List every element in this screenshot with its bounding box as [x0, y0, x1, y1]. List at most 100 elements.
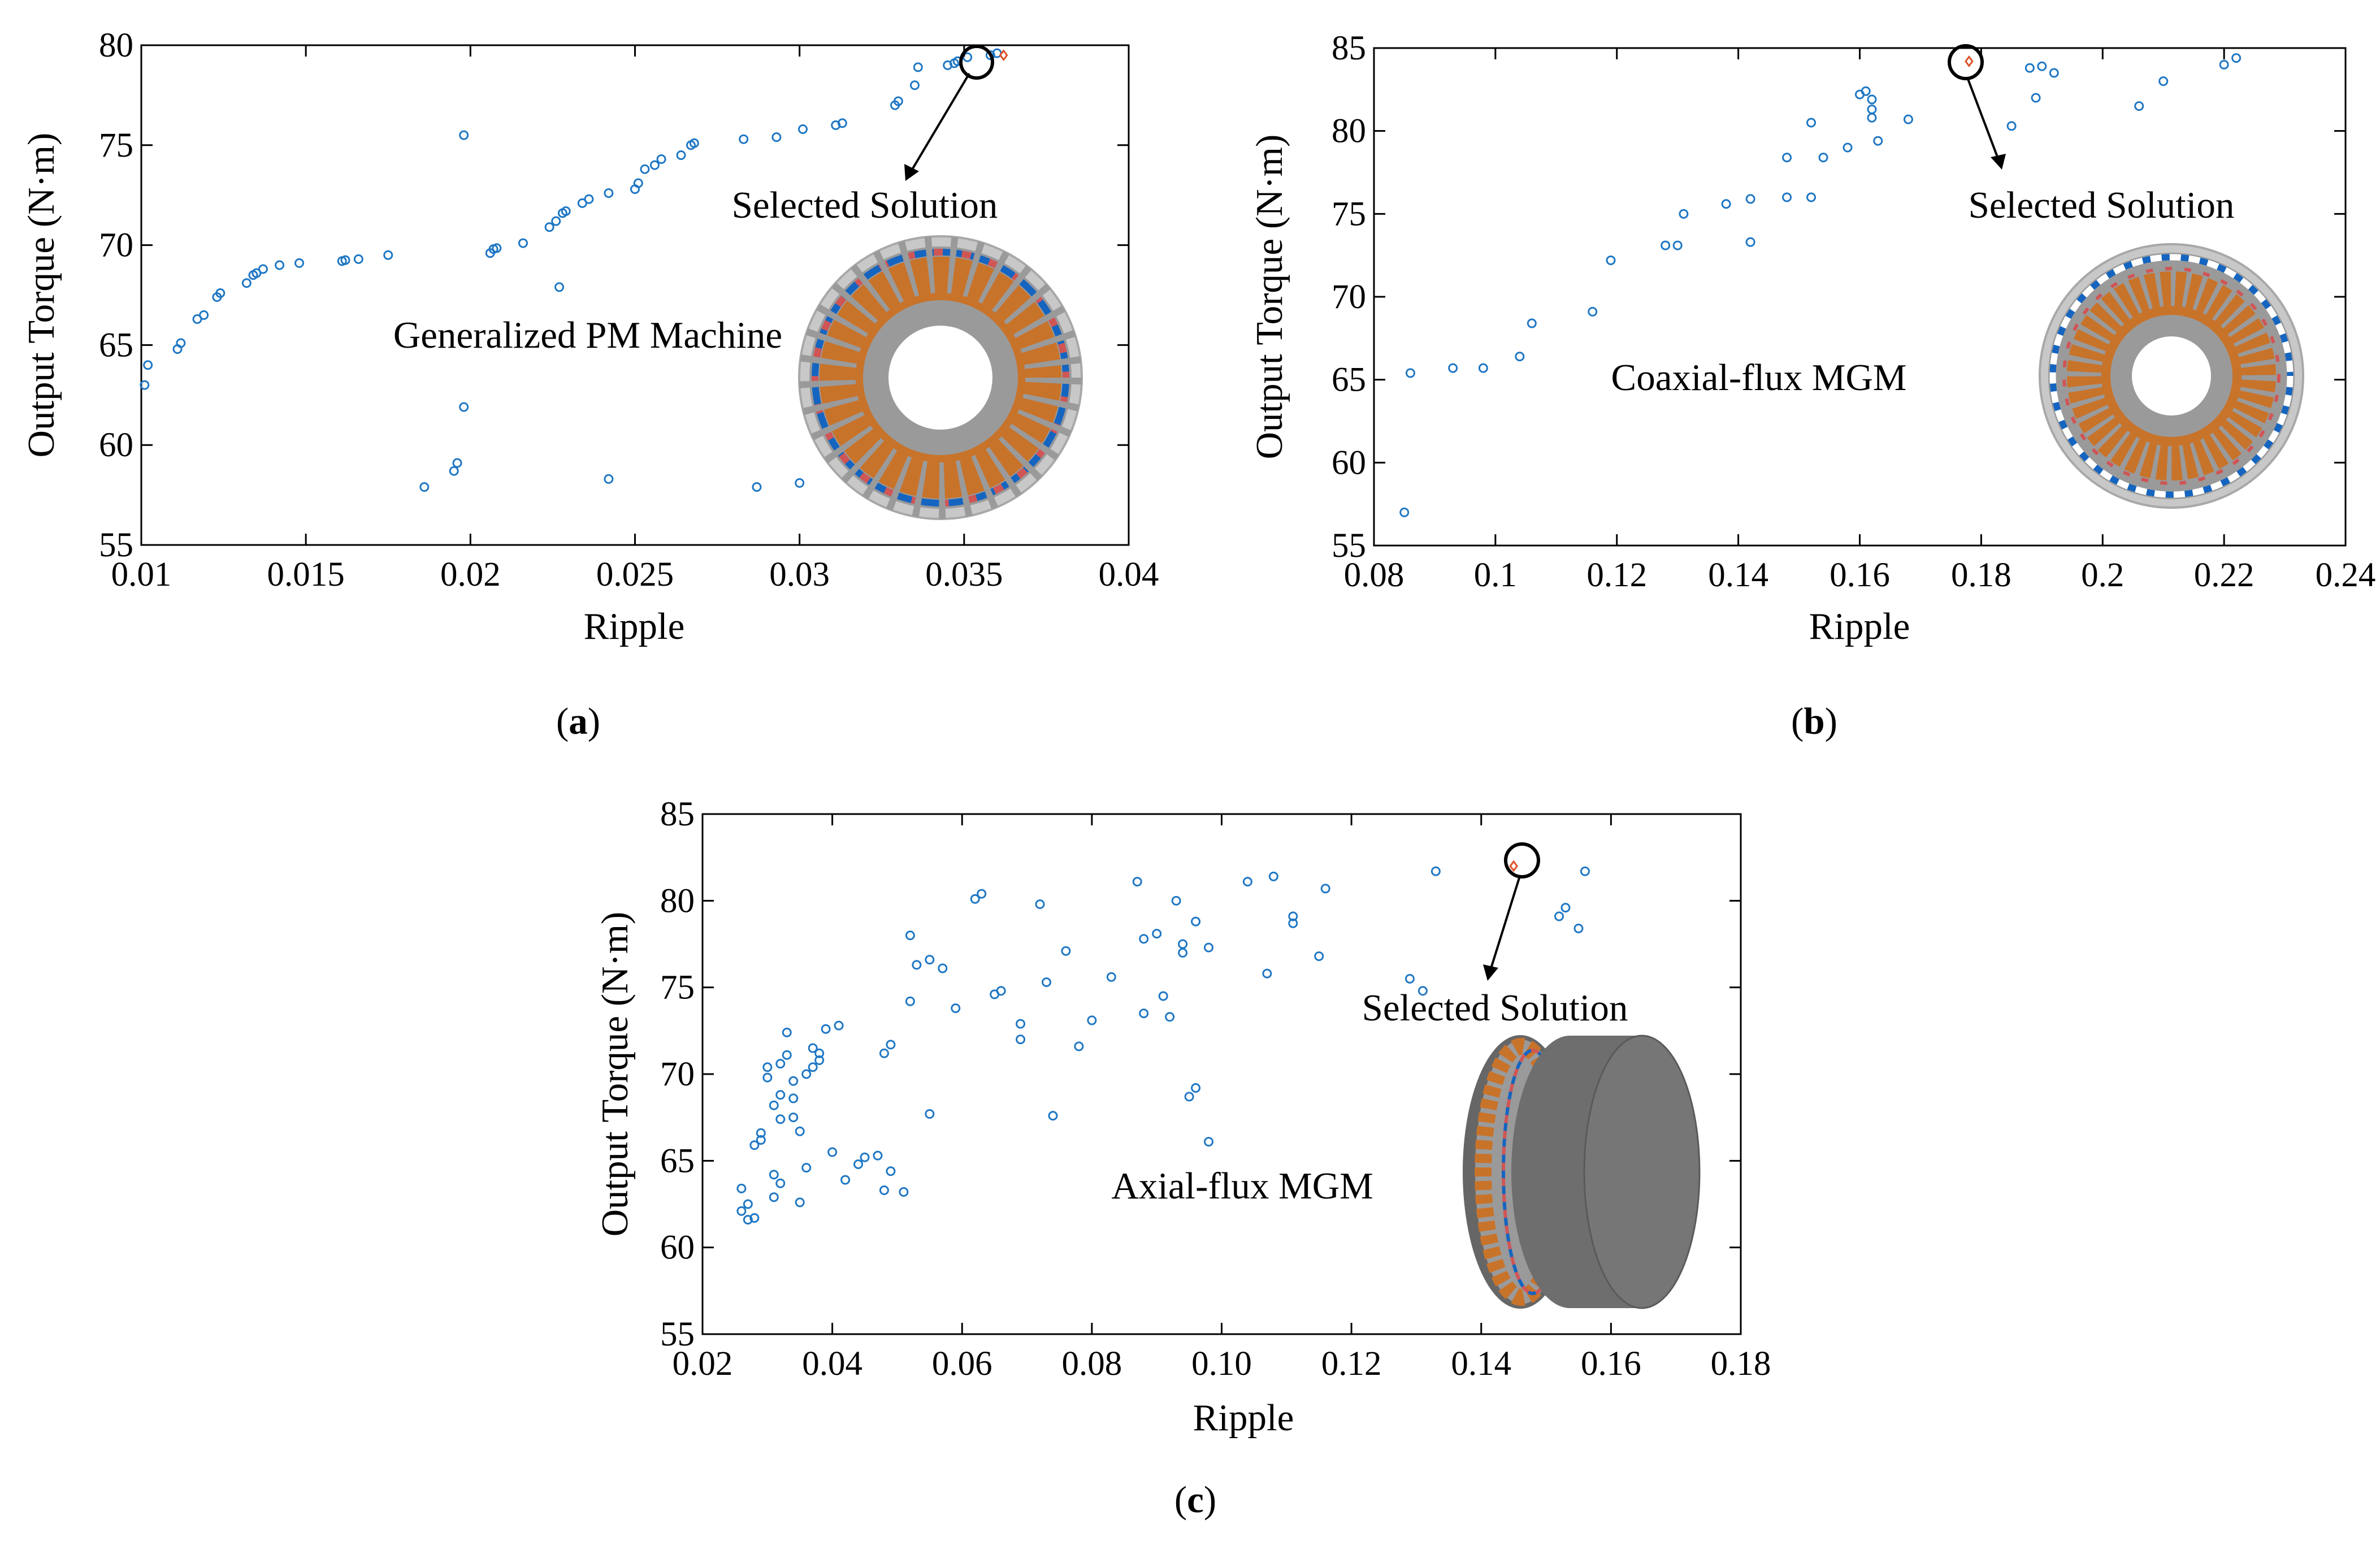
panel-b-x-ticks: 0.08 0.1 0.12 0.14 0.16 0.18 0.2 0.22 0.24: [1344, 48, 2376, 594]
panel-b-point-35: [2231, 53, 2242, 63]
panel-c-point-44: [912, 960, 922, 970]
panel-b-point-8: [1661, 240, 1671, 250]
panel-c-y-tick-label: 75: [660, 969, 695, 1007]
panel-c-point-79: [1288, 911, 1298, 921]
panel-b-point-7: [1606, 255, 1616, 265]
panel-a-point-44: [893, 96, 903, 106]
panel-b-point-22: [1867, 94, 1877, 105]
panel-a-point-29: [604, 188, 614, 198]
panel-a-point-31: [633, 178, 643, 188]
panel-c-y-tick-label: 60: [660, 1229, 695, 1267]
panel-c-point-87: [1560, 903, 1571, 913]
panel-c-point-84: [1417, 986, 1428, 996]
panel-a-point-58: [604, 474, 614, 484]
panel-c-point-63: [1139, 934, 1149, 944]
panel-b-y-tick-label: 80: [1332, 112, 1366, 150]
panel-a-point-15: [340, 255, 350, 265]
panel-c-point-54: [1016, 1035, 1026, 1045]
panel-c-point-71: [1184, 1092, 1194, 1102]
panel-a-point-18: [459, 130, 469, 140]
panel-a-point-12: [275, 260, 285, 270]
panel-b-point-18: [1818, 153, 1828, 163]
panel-c-point-20: [788, 1093, 799, 1103]
panel-a-point-1: [143, 360, 153, 370]
panel-b-point-12: [1745, 194, 1755, 204]
panel-a-point-59: [752, 482, 762, 492]
panel-b-selected-label: Selected Solution: [1969, 184, 2235, 226]
panel-c-point-28: [814, 1048, 825, 1058]
panel-c-point-72: [1191, 916, 1201, 927]
panel-a-x-ticks: 0.01 0.015 0.02 0.025 0.03 0.035 0.04: [111, 45, 1159, 594]
panel-a-point-7: [215, 288, 226, 298]
panel-c-point-12: [769, 1100, 779, 1110]
panel-b-point-33: [2158, 76, 2169, 86]
panel-a-selected-label: Selected Solution: [732, 184, 998, 226]
panel-c-x-tick-label: 0.16: [1581, 1345, 1641, 1383]
panel-c-point-26: [808, 1043, 818, 1053]
panel-a-point-3: [176, 338, 186, 348]
panel-c-selected-point: [1509, 860, 1519, 872]
panel-c-y-ticks: 55 60 65 70 75 80 85: [660, 795, 1741, 1353]
panel-c-point-4: [749, 1213, 760, 1223]
panel-c-point-37: [879, 1185, 889, 1195]
panel-a-y-tick-label: 60: [99, 426, 133, 464]
panel-a-point-11: [258, 264, 268, 274]
panel-c-x-tick-label: 0.10: [1191, 1345, 1252, 1383]
panel-c-point-30: [821, 1024, 831, 1034]
panel-b-caption: (b): [1791, 700, 1837, 742]
panel-c-point-19: [788, 1113, 799, 1123]
panel-c-x-tick-label: 0.18: [1711, 1345, 1771, 1383]
panel-a-point-13: [294, 258, 305, 268]
panel-c-point-17: [782, 1027, 792, 1037]
panel-a-point-28: [584, 194, 594, 204]
panel-c-point-61: [1106, 972, 1116, 982]
panel-c-point-9: [762, 1062, 773, 1072]
panel-c-point-0: [736, 1206, 747, 1216]
panel-c-y-tick-label: 80: [660, 882, 695, 920]
panel-b-point-5: [1527, 318, 1537, 328]
panel-c-y-label: Output Torque (N·m): [594, 912, 636, 1237]
panel-a-points: [140, 48, 1008, 492]
panel-a-point-26: [561, 206, 571, 216]
panel-a-point-24: [551, 216, 561, 226]
panel-a-x-tick-label: 0.035: [925, 556, 1003, 594]
panel-c-x-tick-label: 0.14: [1451, 1345, 1511, 1383]
panel-a-y-tick-label: 55: [99, 526, 133, 564]
panel-b-selected-arrow: [1967, 79, 2006, 170]
panel-a-point-17: [383, 250, 393, 260]
panel-a-point-16: [353, 254, 363, 264]
panel-b-x-tick-label: 0.2: [2081, 556, 2124, 594]
panel-b-point-27: [2006, 121, 2017, 131]
panel-b-points: [1399, 53, 2242, 517]
panel-c-point-48: [951, 1003, 961, 1013]
panel-a-point-35: [676, 150, 686, 160]
panel-c-point-49: [970, 894, 980, 904]
panel-a-x-label: Ripple: [584, 605, 685, 647]
panel-b-x-tick-label: 0.14: [1708, 556, 1768, 594]
panel-a-caption: (a): [556, 700, 600, 742]
panel-c-point-5: [749, 1140, 760, 1150]
panel-a-point-40: [797, 124, 808, 135]
panel-b-point-3: [1478, 363, 1488, 373]
panel-b-point-24: [1873, 136, 1883, 146]
panel-c-point-88: [1573, 923, 1584, 933]
panel-c-point-50: [977, 889, 987, 899]
panel-a-y-ticks: 55 60 65 70 75 80: [99, 27, 1129, 564]
panel-b-x-tick-label: 0.24: [2316, 556, 2376, 594]
panel-b-point-11: [1721, 199, 1731, 209]
panel-b-point-16: [1806, 118, 1817, 128]
panel-c-point-41: [899, 1187, 909, 1197]
panel-c-y-tick-label: 85: [660, 795, 695, 833]
panel-c-point-15: [775, 1059, 786, 1069]
panel-b-point-31: [2049, 68, 2059, 78]
panel-a-inset-radial: [798, 235, 1083, 520]
panel-a-point-33: [649, 160, 660, 170]
panel-a-x-tick-label: 0.03: [769, 556, 830, 594]
panel-c-point-36: [873, 1150, 883, 1161]
panel-c-point-8: [762, 1072, 773, 1083]
panel-a-point-23: [544, 222, 554, 232]
panel-a-point-60: [795, 478, 805, 488]
panel-c-x-tick-label: 0.12: [1321, 1345, 1382, 1383]
panel-c-point-74: [1204, 942, 1214, 953]
